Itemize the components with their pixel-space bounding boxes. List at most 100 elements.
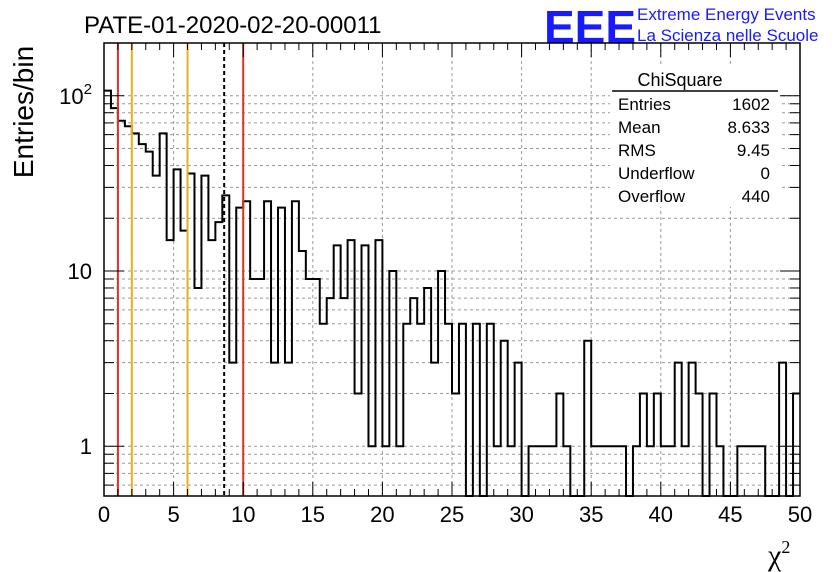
histogram-bin (410, 298, 417, 496)
histogram-bin (647, 446, 654, 496)
histogram-bin (515, 363, 522, 496)
x-tick-label: 30 (509, 502, 533, 527)
histogram-bin (494, 446, 501, 496)
histogram-bin (188, 174, 195, 496)
histogram-bin (689, 363, 696, 496)
histogram-bin (362, 245, 369, 496)
histogram-bin (501, 341, 508, 496)
x-axis-label-sup: 2 (781, 537, 790, 557)
histogram-bin (744, 446, 751, 496)
histogram-bin (201, 176, 208, 496)
histogram-bin (292, 201, 299, 496)
histogram-bin (368, 446, 375, 496)
stats-title: ChiSquare (637, 70, 722, 90)
histogram-bin (264, 201, 271, 496)
histogram-bin (431, 363, 438, 496)
histogram-bin (542, 446, 549, 496)
histogram-bin (563, 446, 570, 496)
histogram (104, 89, 800, 497)
histogram-bin (139, 144, 146, 496)
histogram-bin (758, 446, 765, 496)
histogram-bin (250, 279, 257, 496)
y-axis-label: Entries/bin (8, 46, 39, 178)
histogram-bin (424, 288, 431, 496)
histogram-bin (382, 446, 389, 496)
histogram-bin (236, 208, 243, 496)
x-tick-label: 45 (718, 502, 742, 527)
x-tick-label: 10 (231, 502, 255, 527)
histogram-bin (779, 363, 786, 496)
y-tick-label-base: 10 (59, 84, 83, 109)
histogram-bin (661, 446, 668, 496)
histogram-bin (536, 446, 543, 496)
histogram-bin (118, 121, 125, 496)
histogram-bin (104, 91, 111, 496)
histogram-bin (473, 324, 480, 496)
y-tick-label: 10 (68, 259, 92, 284)
histogram-bin (348, 240, 355, 496)
histogram-bin (403, 324, 410, 496)
x-tick-label: 5 (167, 502, 179, 527)
y-tick-label-base: 1 (80, 434, 92, 459)
histogram-bin (181, 231, 188, 496)
logo-line2: La Scienza nelle Scuole (637, 26, 818, 45)
x-axis-label-base: χ (767, 539, 782, 572)
stats-rows: Entries 1602 Mean 8.633 RMS 9.45 Underflow 0 Ove… (618, 95, 770, 206)
histogram-bin (334, 245, 341, 496)
stats-row-label: Underflow (618, 164, 695, 183)
histogram-bin (320, 324, 327, 496)
stats-row-label: Entries (618, 95, 671, 114)
histogram-bin (327, 298, 334, 496)
histogram-bin (229, 363, 236, 496)
histogram-bin (438, 271, 445, 496)
histogram-bin (396, 446, 403, 496)
histogram-bin (278, 208, 285, 496)
histogram-bin (417, 324, 424, 496)
histogram-bin (445, 324, 452, 496)
histogram-bin (160, 133, 167, 496)
histogram-bin (549, 446, 556, 496)
y-tick-label-exp: 2 (84, 81, 92, 98)
histogram-bin (215, 222, 222, 496)
histogram-bin (682, 446, 689, 496)
x-tick-label: 0 (98, 502, 110, 527)
stats-row-value: 9.45 (737, 141, 770, 160)
eee-logo: EEE Extreme Energy Events La Scienza nel… (544, 1, 818, 53)
histogram-bin (556, 393, 563, 496)
histogram-bin (598, 446, 605, 496)
histogram-bin (243, 201, 250, 496)
stats-row-value: 1602 (732, 95, 770, 114)
histogram-bin (696, 393, 703, 496)
histogram-bin (111, 108, 118, 496)
histogram-bin (167, 240, 174, 496)
x-tick-label: 20 (370, 502, 394, 527)
histogram-bin (654, 393, 661, 496)
x-tick-label: 15 (301, 502, 325, 527)
histogram-bin (271, 363, 278, 496)
histogram-bin (612, 446, 619, 496)
histogram-bin (751, 446, 758, 496)
histogram-bin (153, 176, 160, 496)
x-tick-label: 40 (649, 502, 673, 527)
logo-line1: Extreme Energy Events (637, 5, 816, 24)
histogram-bin (737, 446, 744, 496)
histogram-bin (529, 446, 536, 496)
histogram-bin (375, 240, 382, 496)
histogram-bin (146, 152, 153, 496)
stats-row-value: 8.633 (727, 118, 770, 137)
stats-row-label: Overflow (618, 187, 686, 206)
x-axis-label: χ2 (767, 537, 790, 572)
plot-frame (103, 42, 801, 497)
histogram-bin (208, 240, 215, 496)
histogram-bin (194, 288, 201, 496)
histogram-bin (306, 279, 313, 496)
histogram-bin (174, 169, 181, 496)
histogram-bin (675, 363, 682, 496)
x-tick-label: 35 (579, 502, 603, 527)
stats-box: ChiSquare Entries 1602 Mean 8.633 RMS 9.45 Und… (610, 67, 780, 207)
histogram-bin (299, 251, 306, 496)
histogram-bin (125, 126, 132, 496)
histogram-bin (132, 133, 139, 496)
